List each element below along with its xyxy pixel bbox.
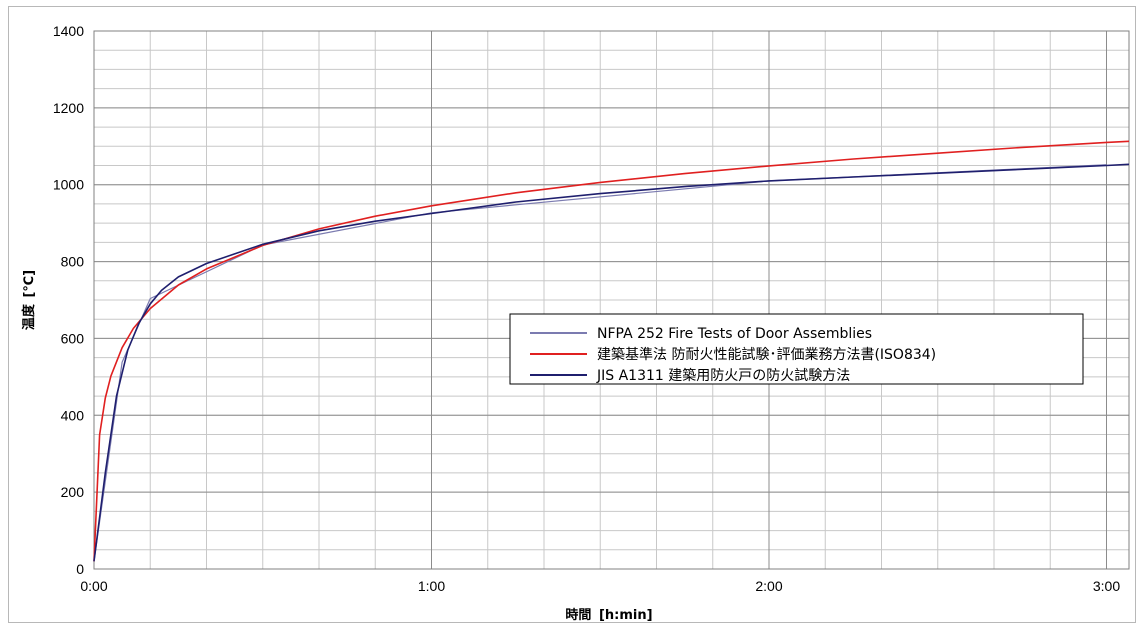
y-tick-label: 0 (76, 561, 84, 577)
y-tick-label: 1000 (53, 177, 84, 193)
chart-frame: 0 200 400 600 800 1000 1200 1400 0:00 1:00 2:00 3:… (8, 6, 1136, 623)
y-tick-label: 800 (61, 254, 85, 270)
legend-box (509, 313, 1084, 385)
x-axis-label: 時間 (565, 607, 591, 623)
plot-area-border (93, 30, 1130, 570)
y-tick-label: 200 (61, 484, 85, 500)
y-tick-label: 1400 (53, 23, 84, 39)
y-axis-label: 温度 (21, 303, 37, 330)
x-tick-label: 1:00 (418, 578, 445, 594)
y-tick-label: 600 (61, 330, 85, 346)
x-axis-tick-labels: 0:00 1:00 2:00 3:00 (80, 578, 1120, 594)
legend-label-1: NFPA 252 Fire Tests of Door Assemblies (597, 326, 872, 342)
y-axis-unit: [℃] (22, 270, 37, 298)
legend-label-2: 建築基準法 防耐火性能試験･評価業務方法書(ISO834) (597, 346, 936, 363)
x-axis-title: 時間 [h:min] (565, 607, 652, 623)
y-tick-label: 1200 (53, 100, 84, 116)
x-axis-unit: [h:min] (599, 608, 653, 623)
y-tick-label: 400 (61, 407, 85, 423)
y-axis-tick-labels: 0 200 400 600 800 1000 1200 1400 (53, 23, 84, 577)
chart-svg: 0 200 400 600 800 1000 1200 1400 0:00 1:00 2:00 3:… (21, 23, 1130, 623)
x-tick-label: 3:00 (1093, 578, 1120, 594)
legend-label-3: JIS A1311 建築用防火戸の防火試験方法 (596, 368, 850, 384)
y-axis-title: 温度 [℃] (21, 270, 37, 330)
x-tick-label: 2:00 (755, 578, 782, 594)
series-line-2 (93, 140, 1130, 562)
series-lines (93, 140, 1130, 562)
x-tick-label: 0:00 (80, 578, 107, 594)
minor-gridlines (93, 30, 1129, 570)
legend: NFPA 252 Fire Tests of Door Assemblies 建築… (509, 313, 1084, 385)
series-line-3 (93, 163, 1130, 562)
